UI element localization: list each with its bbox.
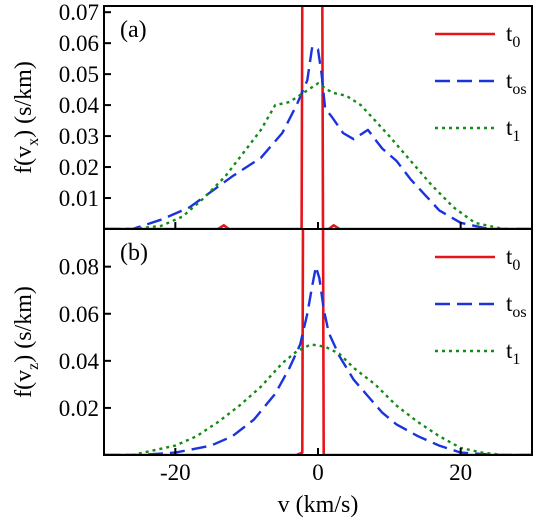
legend-label: t1: [506, 115, 520, 145]
x-tick-label: 20: [449, 460, 472, 485]
legend-label: t0: [506, 244, 520, 274]
y-tick-label: 0.08: [59, 255, 99, 280]
y-tick-label: 0.06: [59, 31, 99, 56]
legend: t0 tos t1: [435, 21, 527, 145]
series-line-t1-panel-b: [104, 343, 532, 455]
x-tick-label: 0: [312, 460, 324, 485]
y-tick-label: 0.05: [59, 62, 99, 87]
y-tick-label: 0.01: [59, 186, 99, 211]
y-tick-label: 0.02: [59, 155, 99, 180]
panel-label: (a): [120, 17, 147, 43]
series-line-tos-panel-a: [104, 45, 532, 229]
y-tick-label: 0.07: [59, 0, 99, 25]
legend-label: t0: [506, 21, 520, 51]
panel-a: 0.01 0.02 0.03 0.04 0.05 0.06 0.07 (a) f(vx) (s/…: [11, 0, 533, 230]
y-axis-title: f(vz) (s/km): [11, 286, 42, 398]
plot-frame: [103, 5, 533, 230]
series-line-tos-panel-b: [104, 265, 532, 455]
plot-frame: [103, 228, 533, 456]
legend: t0 tos t1: [435, 244, 527, 368]
series-line-t0-panel-a: [104, 6, 532, 229]
series-line-t0-panel-b: [104, 229, 532, 455]
panel-label: (b): [120, 240, 148, 266]
y-tick-label: 0.03: [59, 124, 99, 149]
x-axis-title: v (km/s): [278, 492, 359, 518]
y-tick-label: 0.04: [59, 349, 100, 374]
series-line-t1-panel-a: [104, 82, 532, 229]
y-tick-label: 0.02: [59, 396, 99, 421]
x-tick-label: -20: [160, 460, 191, 485]
y-tick-label: 0.04: [59, 93, 100, 118]
legend-label: tos: [506, 68, 527, 98]
legend-label: tos: [506, 291, 527, 321]
y-axis-title: f(vx) (s/km): [11, 61, 42, 174]
legend-label: t1: [506, 338, 520, 368]
y-tick-label: 0.06: [59, 302, 99, 327]
panel-b: -20 0 200.020.040.060.08(b)f(vz) (s/km)t0t…: [11, 228, 533, 485]
